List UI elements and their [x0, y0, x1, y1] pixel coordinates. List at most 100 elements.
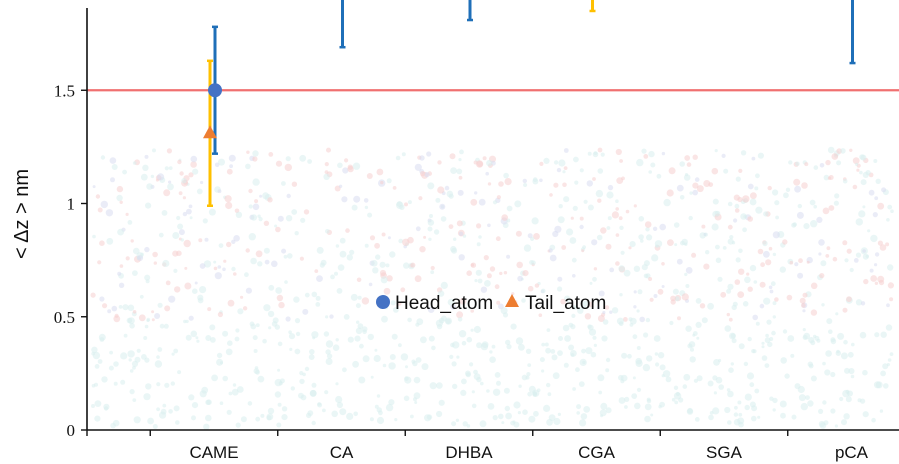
bg-dot [798, 258, 803, 264]
bg-dot [531, 217, 539, 225]
bg-dot [772, 231, 780, 239]
bg-dot [564, 335, 571, 342]
bg-dot [294, 231, 299, 236]
bg-dot [142, 164, 149, 171]
bg-dot [151, 310, 155, 314]
bg-dot [764, 363, 770, 368]
bg-dot [747, 183, 754, 190]
bg-dot [782, 329, 788, 334]
bg-dot [831, 153, 839, 160]
bg-dot [636, 309, 640, 313]
bg-dot [489, 266, 496, 272]
bg-dot [116, 185, 124, 193]
bg-dot [414, 163, 422, 171]
bg-dot [591, 239, 598, 246]
bg-dot [772, 189, 779, 196]
bg-dot [374, 348, 378, 352]
bg-dot [751, 405, 758, 412]
bg-dot [797, 272, 804, 279]
bg-dot [339, 408, 347, 416]
bg-dot [462, 234, 467, 238]
bg-dot [354, 335, 361, 342]
bg-dot [455, 418, 460, 422]
bg-dot [794, 185, 801, 193]
bg-dot [127, 317, 135, 325]
bg-dot [181, 178, 187, 184]
bg-dot [358, 376, 366, 384]
bg-dot [255, 416, 261, 422]
bg-dot [695, 298, 702, 304]
bg-dot [836, 349, 840, 354]
bg-dot [874, 196, 879, 201]
bg-dot [731, 241, 736, 245]
bg-dot [252, 203, 260, 211]
bg-dot [728, 317, 733, 322]
bg-dot [618, 374, 624, 381]
bg-dot [506, 254, 511, 259]
bg-dot [157, 302, 163, 308]
bg-dot [828, 329, 833, 335]
bg-dot [673, 222, 680, 228]
bg-dot [506, 344, 512, 350]
bg-dot [299, 154, 307, 162]
bg-dot [793, 178, 801, 186]
bg-dot [657, 352, 665, 359]
bg-dot [684, 272, 688, 277]
bg-dot [579, 419, 587, 427]
bg-dot [199, 263, 206, 269]
bg-dot [546, 382, 551, 388]
bg-dot [300, 217, 306, 223]
bg-dot [450, 245, 457, 253]
bg-dot [862, 171, 869, 178]
bg-dot [752, 349, 757, 354]
bg-dot [694, 417, 700, 422]
bg-dot [879, 244, 887, 251]
bg-dot [788, 160, 793, 165]
bg-dot [437, 290, 445, 297]
bg-dot [213, 260, 217, 264]
bg-dot [501, 214, 509, 221]
bg-dot [474, 279, 478, 283]
bg-dot [398, 343, 402, 348]
bg-dot [633, 305, 637, 309]
bg-dot [646, 355, 653, 362]
bg-dot [754, 388, 760, 394]
bg-dot [765, 259, 772, 266]
bg-dot [628, 317, 633, 322]
bg-dot [713, 391, 718, 395]
bg-dot [546, 328, 551, 332]
bg-dot [682, 384, 688, 389]
bg-dot [592, 335, 597, 340]
bg-dot [229, 164, 234, 169]
bg-dot [607, 184, 614, 191]
bg-dot [605, 368, 610, 373]
bg-dot [438, 399, 445, 406]
bg-dot [557, 350, 563, 356]
bg-dot [703, 263, 710, 270]
bg-dot [525, 348, 532, 354]
bg-dot [473, 325, 481, 334]
bg-dot [646, 398, 652, 404]
bg-dot [712, 375, 718, 381]
bg-dot [705, 250, 710, 255]
bg-dot [728, 367, 734, 374]
bg-dot [834, 424, 839, 428]
bg-dot [281, 181, 286, 186]
bg-dot [727, 283, 734, 290]
bg-dot [99, 296, 105, 302]
bg-dot [342, 367, 347, 373]
bg-dot [574, 180, 579, 185]
bg-dot [227, 299, 235, 307]
bg-dot [763, 297, 771, 305]
bg-dot [859, 331, 867, 339]
bg-dot [170, 381, 175, 386]
bg-dot [780, 412, 786, 419]
bg-dot [572, 305, 577, 310]
bg-dot [772, 252, 777, 257]
bg-dot [386, 275, 393, 282]
bg-dot [550, 349, 556, 354]
bg-dot [786, 294, 793, 301]
bg-dot [648, 170, 652, 174]
bg-dot [688, 215, 693, 221]
bg-dot [173, 348, 179, 354]
